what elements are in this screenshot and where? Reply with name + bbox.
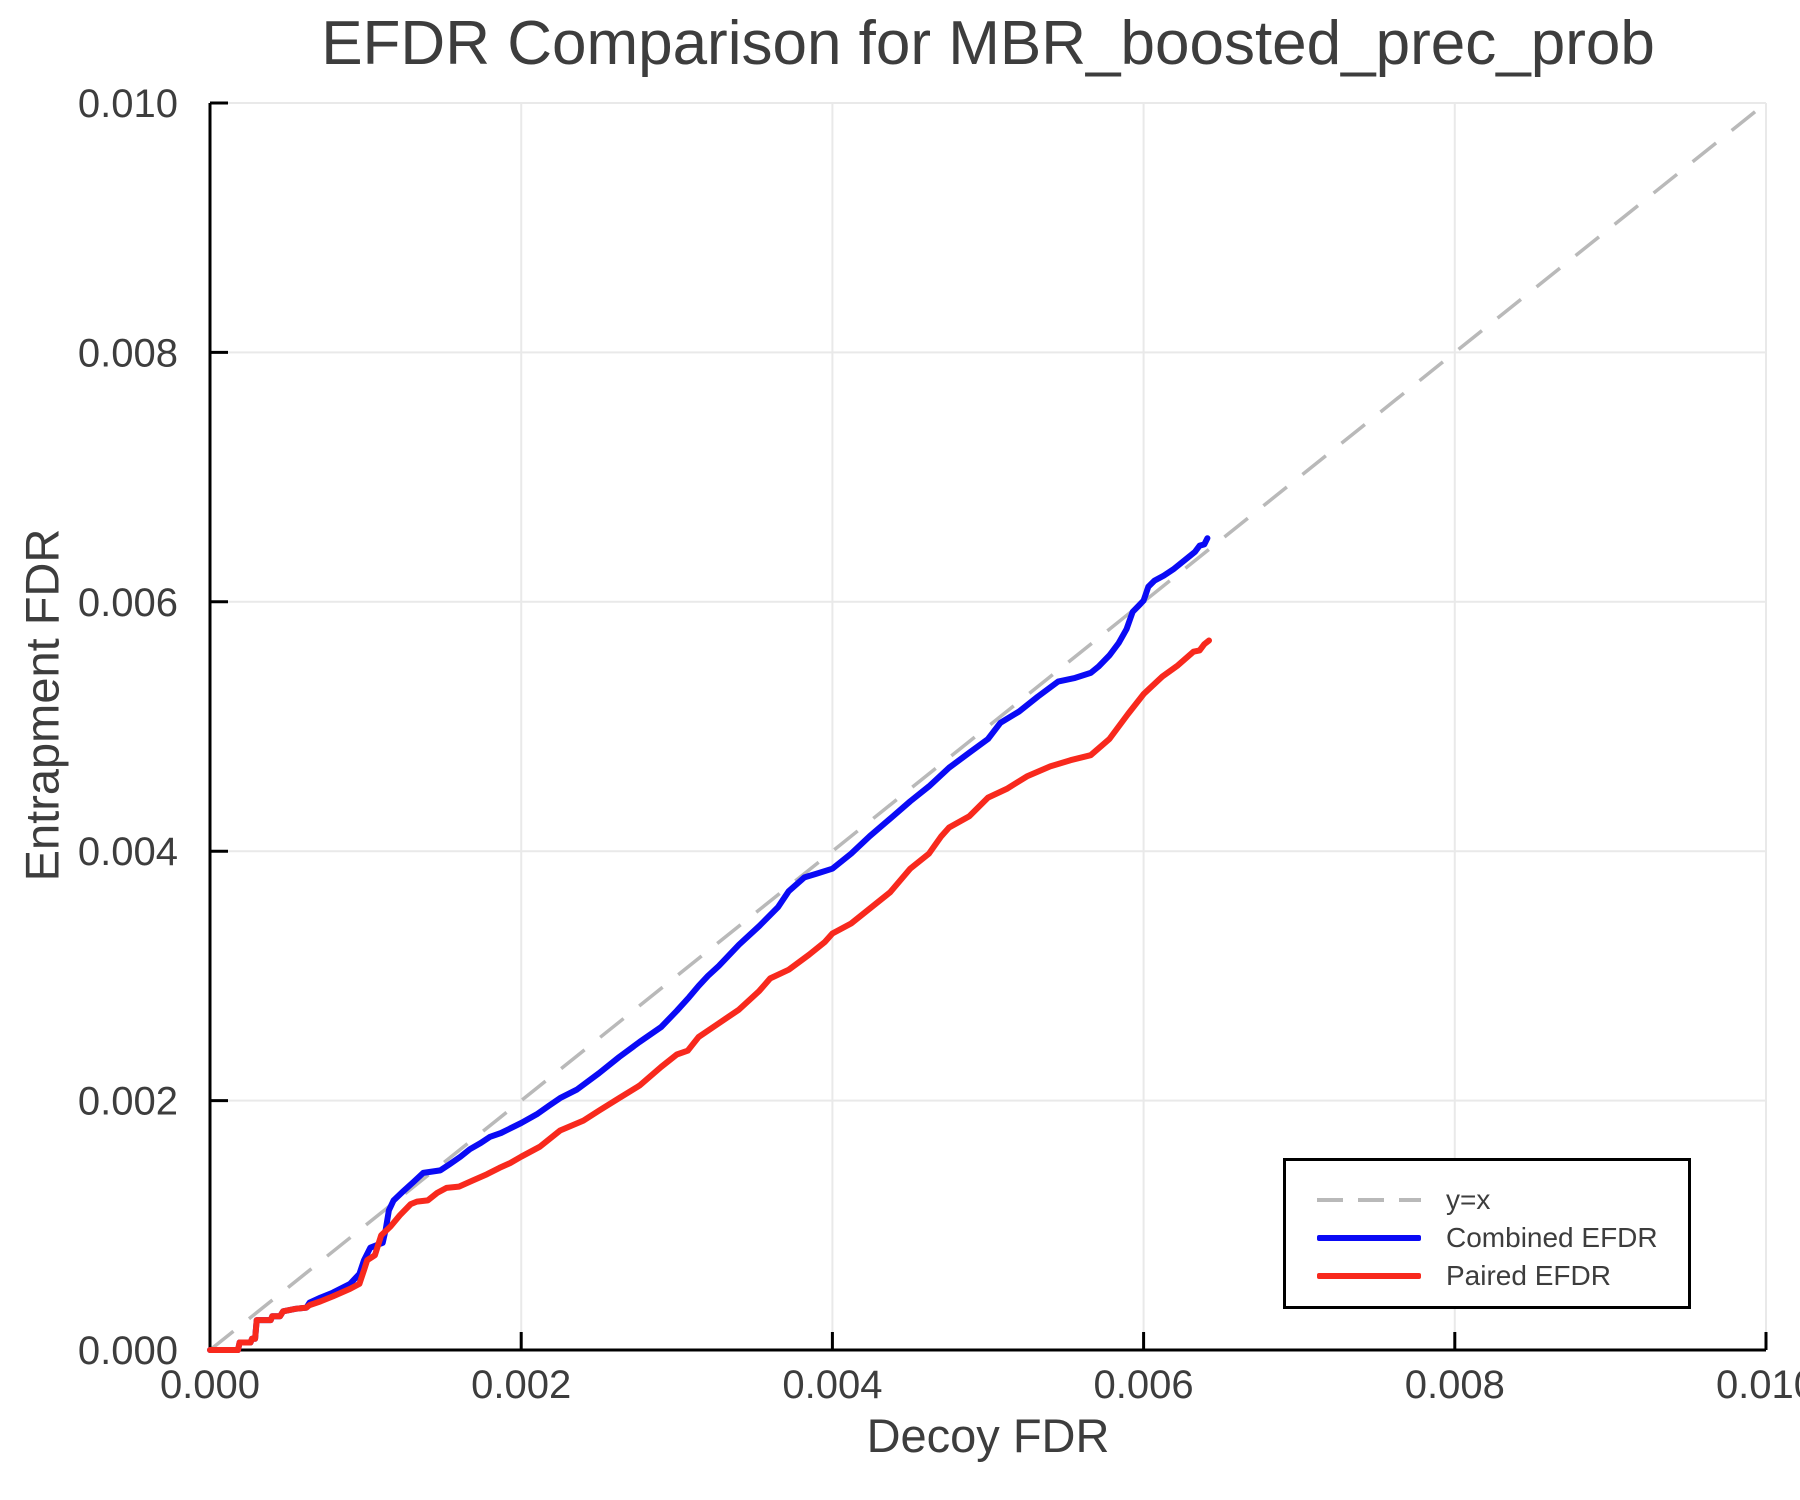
y-tick-label: 0.010 [78, 82, 178, 126]
x-tick-label: 0.006 [1094, 1363, 1194, 1407]
legend-dashed-line-sample [1317, 1198, 1421, 1202]
paired-efdr-line [207, 637, 1212, 1353]
x-tick-label: 0.008 [1405, 1363, 1505, 1407]
x-tick-label: 0.010 [1716, 1363, 1800, 1407]
legend-combined-line-sample [1317, 1235, 1421, 1241]
chart-title: EFDR Comparison for MBR_boosted_prec_pro… [321, 9, 1655, 78]
legend-label-combined-efdr: Combined EFDR [1446, 1222, 1658, 1253]
legend-paired-line-sample [1317, 1273, 1421, 1279]
legend-entry-paired-efdr: Paired EFDR [1286, 1257, 1688, 1295]
legend-entry-combined-efdr: Combined EFDR [1286, 1219, 1688, 1257]
identity-reference-line [208, 101, 1768, 1352]
y-tick-label: 0.008 [78, 331, 178, 375]
y-tick-label: 0.004 [78, 830, 178, 874]
y-axis-label: Entrapment FDR [15, 528, 69, 882]
x-tick-label: 0.000 [160, 1363, 260, 1407]
legend-label-yx: y=x [1446, 1184, 1491, 1215]
y-tick-label: 0.000 [78, 1329, 178, 1373]
legend-entry-yx: y=x [1286, 1181, 1688, 1219]
legend-label-paired-efdr: Paired EFDR [1446, 1260, 1611, 1291]
y-tick-label: 0.002 [78, 1080, 178, 1124]
x-tick-label: 0.002 [471, 1363, 571, 1407]
legend: y=x Combined EFDR Paired EFDR [1283, 1158, 1691, 1309]
x-axis-label: Decoy FDR [866, 1409, 1110, 1462]
combined-efdr-line [207, 535, 1211, 1353]
y-tick-label: 0.006 [78, 581, 178, 625]
x-tick-label: 0.004 [782, 1363, 882, 1407]
